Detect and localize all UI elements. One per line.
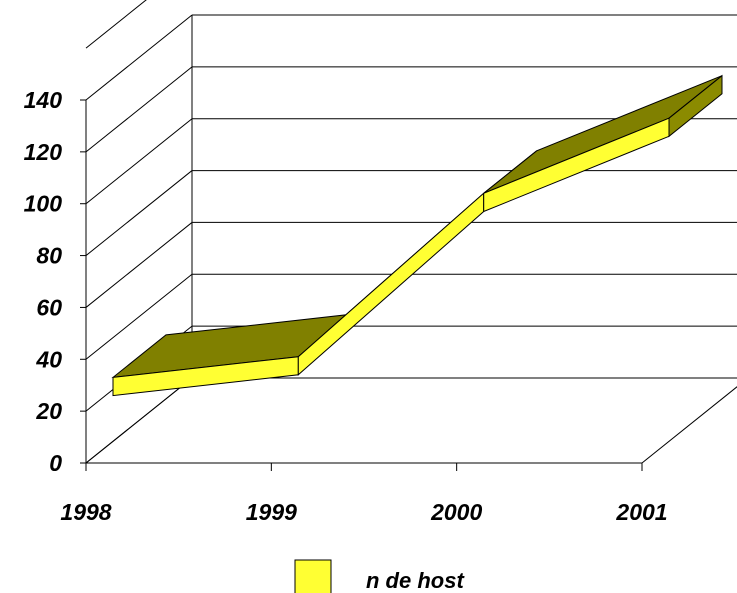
y-tick-marks	[80, 99, 86, 464]
legend: n de host	[294, 559, 465, 593]
y-tick-label-100: 100	[24, 191, 63, 217]
y-tick-label-120: 120	[24, 139, 63, 165]
y-tick-label-80: 80	[36, 243, 62, 269]
gridline-side-2	[85, 273, 193, 360]
gridline-side-5	[85, 118, 193, 205]
ribbon-front-face-1	[297, 192, 485, 376]
gridline-side-7	[85, 14, 193, 101]
y-axis-tick-labels: 0 20 40 60 80 100 120 140	[24, 87, 63, 476]
series-ribbon	[111, 74, 723, 397]
gridline-side-3	[85, 222, 193, 308]
chart-walls	[85, 15, 737, 464]
y-tick-label-40: 40	[35, 346, 62, 372]
floor-right-edge	[641, 386, 737, 464]
y-tick-label-140: 140	[24, 87, 63, 113]
gridline-side-4	[85, 170, 193, 256]
x-tick-marks	[85, 463, 643, 471]
y-tick-label-20: 20	[35, 398, 62, 424]
y-tick-label-60: 60	[36, 294, 62, 320]
gridline-side-8	[85, 0, 147, 49]
y-tick-label-0: 0	[49, 450, 62, 476]
ribbon-end-cap	[668, 74, 723, 138]
x-axis-tick-labels: 1998 1999 2000 2001	[60, 499, 667, 525]
gridlines	[85, 0, 737, 464]
back-wall-left-edge	[85, 15, 193, 464]
gridline-side-6	[85, 66, 193, 153]
x-tick-label-2000: 2000	[430, 499, 482, 525]
gridline-side-0	[85, 377, 193, 464]
ribbon-top-face-2	[483, 75, 723, 194]
x-tick-label-1998: 1998	[60, 499, 111, 525]
legend-label-n-de-host: n de host	[366, 568, 465, 593]
ribbon-front-face-2	[483, 117, 670, 213]
x-tick-label-1999: 1999	[246, 499, 297, 525]
legend-swatch	[294, 559, 332, 593]
x-tick-label-2001: 2001	[615, 499, 667, 525]
